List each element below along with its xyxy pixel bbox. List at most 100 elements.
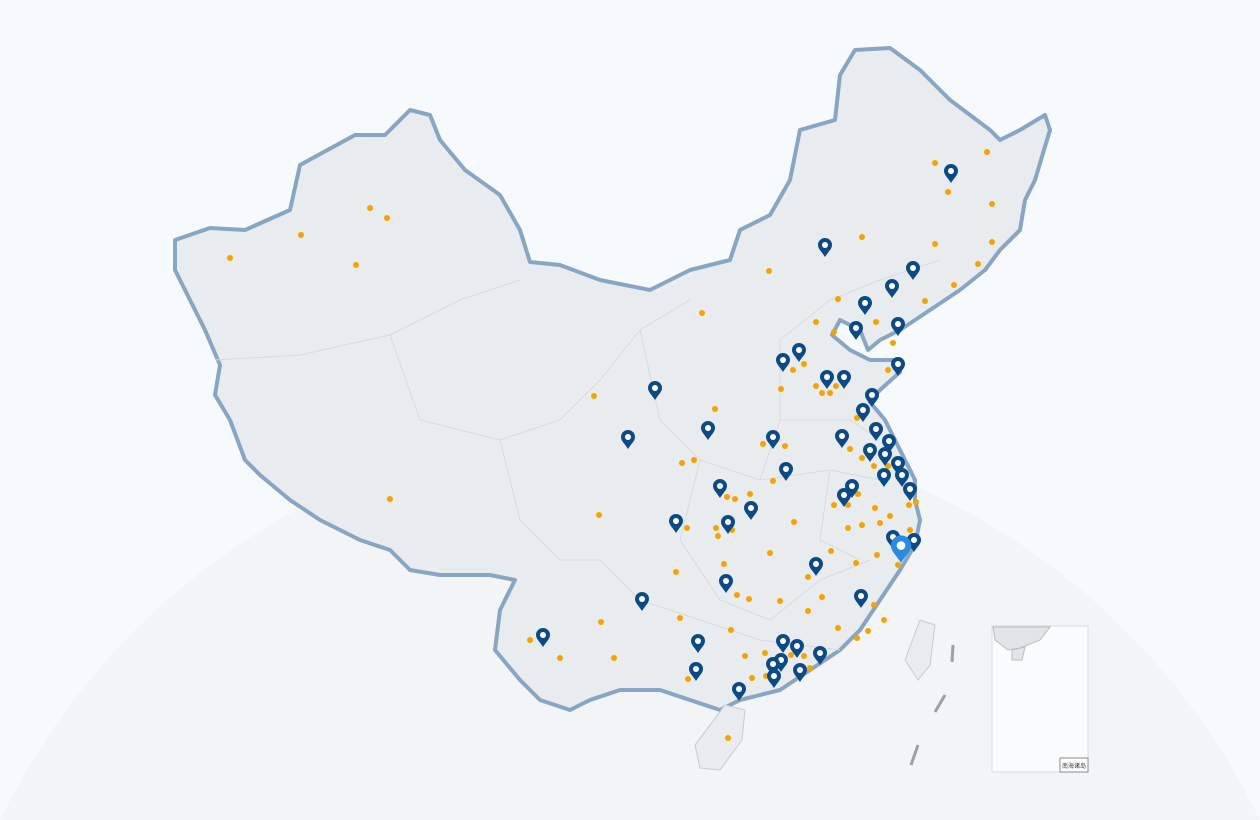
- city-dot-icon[interactable]: [805, 608, 811, 614]
- city-dot-icon[interactable]: [859, 234, 865, 240]
- map-pin-icon[interactable]: [882, 434, 896, 453]
- city-dot-icon[interactable]: [767, 550, 773, 556]
- city-dot-icon[interactable]: [749, 675, 755, 681]
- city-dot-icon[interactable]: [984, 149, 990, 155]
- city-dot-icon[interactable]: [762, 650, 768, 656]
- city-dot-icon[interactable]: [384, 215, 390, 221]
- city-dot-icon[interactable]: [715, 533, 721, 539]
- city-dot-icon[interactable]: [819, 594, 825, 600]
- city-dot-icon[interactable]: [828, 548, 834, 554]
- map-pin-icon[interactable]: [856, 403, 870, 422]
- city-dot-icon[interactable]: [721, 561, 727, 567]
- city-dot-icon[interactable]: [906, 502, 912, 508]
- map-pin-icon[interactable]: [837, 488, 851, 507]
- city-dot-icon[interactable]: [932, 241, 938, 247]
- map-pin-icon[interactable]: [792, 343, 806, 362]
- city-dot-icon[interactable]: [557, 655, 563, 661]
- map-pin-icon[interactable]: [895, 468, 909, 487]
- city-dot-icon[interactable]: [807, 665, 813, 671]
- map-pin-icon[interactable]: [865, 388, 879, 407]
- map-pin-icon[interactable]: [776, 353, 790, 372]
- city-dot-icon[interactable]: [728, 627, 734, 633]
- map-pin-icon[interactable]: [536, 628, 550, 647]
- map-pin-icon[interactable]: [845, 479, 859, 498]
- map-pin-icon[interactable]: [689, 662, 703, 681]
- city-dot-icon[interactable]: [871, 602, 877, 608]
- city-dot-icon[interactable]: [989, 201, 995, 207]
- city-dot-icon[interactable]: [677, 615, 683, 621]
- city-dot-icon[interactable]: [975, 261, 981, 267]
- city-dot-icon[interactable]: [907, 527, 913, 533]
- map-pin-icon[interactable]: [877, 468, 891, 487]
- city-dot-icon[interactable]: [713, 525, 719, 531]
- city-dot-icon[interactable]: [813, 383, 819, 389]
- city-dot-icon[interactable]: [734, 592, 740, 598]
- city-dot-icon[interactable]: [747, 491, 753, 497]
- city-dot-icon[interactable]: [890, 340, 896, 346]
- city-dot-icon[interactable]: [684, 525, 690, 531]
- map-pin-icon[interactable]: [835, 429, 849, 448]
- city-dot-icon[interactable]: [885, 367, 891, 373]
- city-dot-icon[interactable]: [827, 390, 833, 396]
- map-pin-icon[interactable]: [818, 238, 832, 257]
- map-pin-icon[interactable]: [878, 447, 892, 466]
- city-dot-icon[interactable]: [835, 625, 841, 631]
- map-pin-icon[interactable]: [813, 646, 827, 665]
- city-dot-icon[interactable]: [725, 735, 731, 741]
- map-pin-icon[interactable]: [907, 533, 921, 552]
- city-dot-icon[interactable]: [712, 406, 718, 412]
- city-dot-icon[interactable]: [766, 268, 772, 274]
- city-dot-icon[interactable]: [847, 446, 853, 452]
- city-dot-icon[interactable]: [873, 319, 879, 325]
- map-pin-icon[interactable]: [713, 479, 727, 498]
- city-dot-icon[interactable]: [611, 655, 617, 661]
- city-dot-icon[interactable]: [831, 502, 837, 508]
- map-pin-icon[interactable]: [891, 317, 905, 336]
- map-pin-icon[interactable]: [779, 462, 793, 481]
- city-dot-icon[interactable]: [887, 513, 893, 519]
- city-dot-icon[interactable]: [813, 319, 819, 325]
- map-pin-icon[interactable]: [891, 357, 905, 376]
- city-dot-icon[interactable]: [591, 393, 597, 399]
- city-dot-icon[interactable]: [881, 617, 887, 623]
- city-dot-icon[interactable]: [673, 569, 679, 575]
- city-dot-icon[interactable]: [913, 499, 919, 505]
- map-pin-icon[interactable]: [621, 430, 635, 449]
- city-dot-icon[interactable]: [855, 491, 861, 497]
- map-pin-icon[interactable]: [885, 279, 899, 298]
- map-pin-icon[interactable]: [669, 514, 683, 533]
- city-dot-icon[interactable]: [895, 562, 901, 568]
- city-dot-icon[interactable]: [777, 598, 783, 604]
- map-pin-icon[interactable]: [790, 639, 804, 658]
- map-pin-icon[interactable]: [858, 296, 872, 315]
- map-pin-icon[interactable]: [691, 634, 705, 653]
- city-dot-icon[interactable]: [801, 653, 807, 659]
- city-dot-icon[interactable]: [951, 282, 957, 288]
- city-dot-icon[interactable]: [685, 676, 691, 682]
- city-dot-icon[interactable]: [298, 232, 304, 238]
- map-pin-icon[interactable]: [732, 682, 746, 701]
- map-pin-icon[interactable]: [793, 663, 807, 682]
- city-dot-icon[interactable]: [854, 635, 860, 641]
- city-dot-icon[interactable]: [801, 361, 807, 367]
- city-dot-icon[interactable]: [819, 390, 825, 396]
- map-pin-icon[interactable]: [944, 164, 958, 183]
- city-dot-icon[interactable]: [859, 522, 865, 528]
- city-dot-icon[interactable]: [778, 386, 784, 392]
- city-dot-icon[interactable]: [791, 519, 797, 525]
- city-dot-icon[interactable]: [782, 443, 788, 449]
- map-pin-icon[interactable]: [701, 421, 715, 440]
- city-dot-icon[interactable]: [859, 455, 865, 461]
- city-dot-icon[interactable]: [877, 520, 883, 526]
- map-pin-icon[interactable]: [869, 422, 883, 441]
- city-dot-icon[interactable]: [527, 637, 533, 643]
- city-dot-icon[interactable]: [691, 457, 697, 463]
- city-dot-icon[interactable]: [760, 441, 766, 447]
- map-pin-icon[interactable]: [766, 657, 780, 676]
- city-dot-icon[interactable]: [845, 525, 851, 531]
- city-dot-icon[interactable]: [932, 160, 938, 166]
- city-dot-icon[interactable]: [699, 310, 705, 316]
- city-dot-icon[interactable]: [596, 512, 602, 518]
- city-dot-icon[interactable]: [746, 596, 752, 602]
